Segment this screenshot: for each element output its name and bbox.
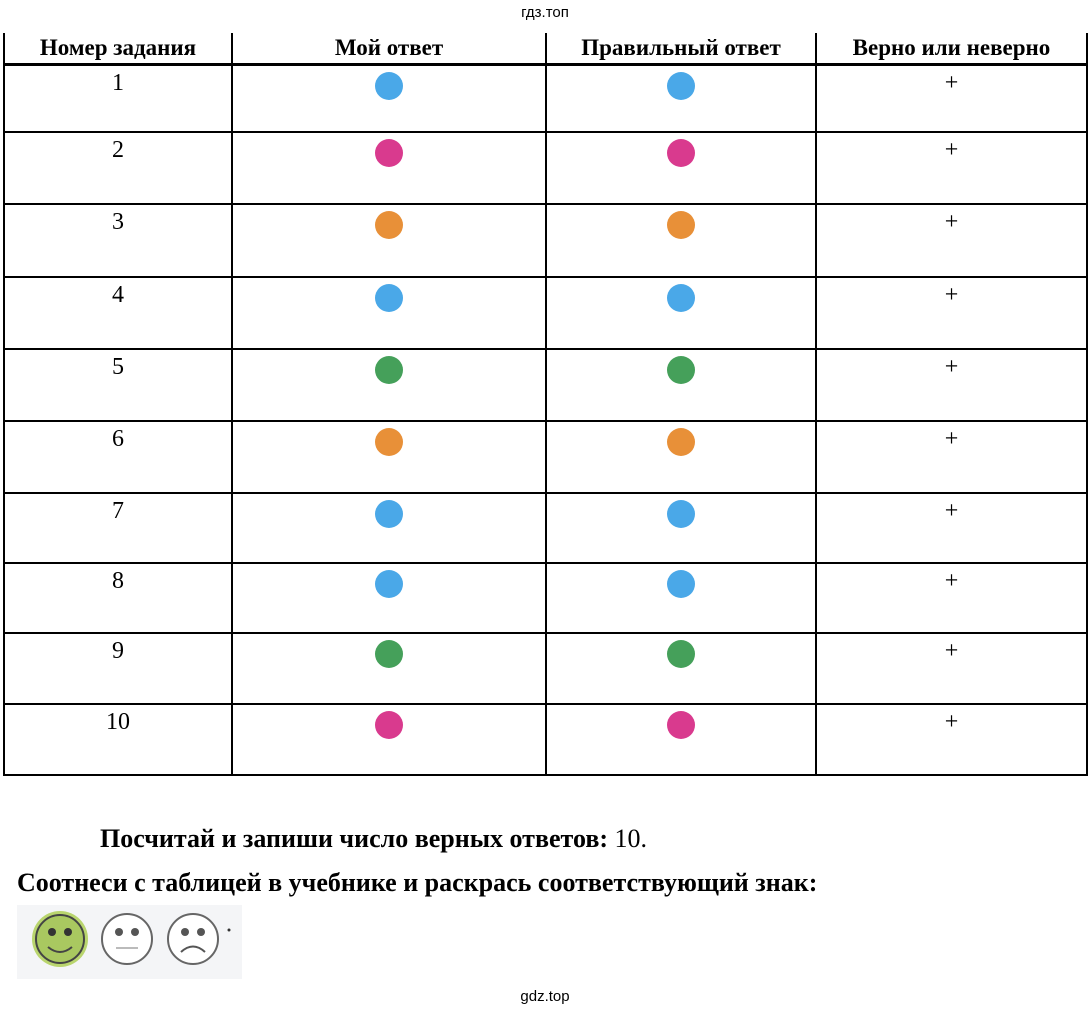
result-mark: + bbox=[815, 491, 1088, 564]
correct-answer-dot bbox=[667, 710, 695, 739]
header-task-number: Номер задания bbox=[3, 33, 233, 66]
correct-answer-dot bbox=[667, 427, 695, 456]
my-answer-cell bbox=[231, 275, 547, 350]
task-number: 9 bbox=[3, 631, 233, 705]
correct-answer-dot bbox=[667, 639, 695, 668]
correct-answer-dot bbox=[667, 283, 695, 312]
table-row: 2 + bbox=[3, 130, 1088, 205]
my-answer-dot bbox=[375, 710, 403, 739]
my-answer-cell bbox=[231, 491, 547, 564]
header-my-answer: Мой ответ bbox=[231, 33, 547, 66]
correct-answer-dot bbox=[667, 355, 695, 384]
correct-answer-cell bbox=[545, 275, 817, 350]
result-mark: + bbox=[815, 130, 1088, 205]
correct-answer-cell bbox=[545, 63, 817, 133]
correct-answer-cell bbox=[545, 561, 817, 634]
table-row: 1 + bbox=[3, 63, 1088, 133]
my-answer-dot bbox=[375, 355, 403, 384]
watermark-top: гдз.топ bbox=[521, 4, 569, 21]
correct-answer-dot bbox=[667, 72, 695, 100]
result-mark: + bbox=[815, 561, 1088, 634]
my-answer-cell bbox=[231, 631, 547, 705]
sad-face-icon bbox=[167, 913, 231, 965]
table-row: 3 + bbox=[3, 202, 1088, 278]
task-number: 6 bbox=[3, 419, 233, 494]
correct-answer-dot bbox=[667, 138, 695, 167]
task-number: 3 bbox=[3, 202, 233, 278]
correct-answer-cell bbox=[545, 491, 817, 564]
correct-answer-dot bbox=[667, 210, 695, 239]
my-answer-cell bbox=[231, 130, 547, 205]
answers-table: Номер задания Мой ответ Правильный ответ… bbox=[3, 33, 1088, 776]
result-mark: + bbox=[815, 702, 1088, 776]
result-mark: + bbox=[815, 275, 1088, 350]
correct-answer-cell bbox=[545, 419, 817, 494]
my-answer-dot bbox=[375, 210, 403, 239]
result-mark: + bbox=[815, 631, 1088, 705]
correct-answer-cell bbox=[545, 702, 817, 776]
table-row: 8 + bbox=[3, 561, 1088, 634]
table-row: 5 + bbox=[3, 347, 1088, 422]
smile-face-icon bbox=[32, 911, 88, 967]
my-answer-cell bbox=[231, 202, 547, 278]
result-mark: + bbox=[815, 419, 1088, 494]
my-answer-cell bbox=[231, 347, 547, 422]
table-row: 7 + bbox=[3, 491, 1088, 564]
my-answer-cell bbox=[231, 63, 547, 133]
correct-answer-cell bbox=[545, 631, 817, 705]
my-answer-dot bbox=[375, 138, 403, 167]
my-answer-dot bbox=[375, 569, 403, 598]
result-mark: + bbox=[815, 202, 1088, 278]
result-mark: + bbox=[815, 347, 1088, 422]
table-row: 10 + bbox=[3, 702, 1088, 776]
faces-image bbox=[17, 905, 242, 979]
watermark-bottom: gdz.top bbox=[520, 988, 570, 1005]
my-answer-dot bbox=[375, 427, 403, 456]
instruction: Соотнеси с таблицей в учебнике и раскрас… bbox=[17, 868, 818, 897]
task-number: 2 bbox=[3, 130, 233, 205]
correct-answer-cell bbox=[545, 130, 817, 205]
my-answer-dot bbox=[375, 499, 403, 528]
my-answer-cell bbox=[231, 702, 547, 776]
task-number: 4 bbox=[3, 275, 233, 350]
table-row: 6 + bbox=[3, 419, 1088, 494]
task-number: 5 bbox=[3, 347, 233, 422]
table-row: 4 + bbox=[3, 275, 1088, 350]
my-answer-cell bbox=[231, 561, 547, 634]
correct-answer-dot bbox=[667, 569, 695, 598]
count-label: Посчитай и запиши число верных ответов: bbox=[100, 824, 609, 853]
task-number: 10 bbox=[3, 702, 233, 776]
correct-answer-dot bbox=[667, 499, 695, 528]
task-number: 8 bbox=[3, 561, 233, 634]
task-number: 7 bbox=[3, 491, 233, 564]
my-answer-cell bbox=[231, 419, 547, 494]
neutral-face-icon bbox=[101, 913, 153, 965]
correct-answer-cell bbox=[545, 347, 817, 422]
task-number: 1 bbox=[3, 63, 233, 133]
header-correct-answer: Правильный ответ bbox=[545, 33, 817, 66]
my-answer-dot bbox=[375, 639, 403, 668]
count-value: 10. bbox=[614, 824, 648, 853]
my-answer-dot bbox=[375, 72, 403, 100]
count-line: Посчитай и запиши число верных ответов: … bbox=[100, 824, 647, 854]
my-answer-dot bbox=[375, 283, 403, 312]
table-row: 9 + bbox=[3, 631, 1088, 705]
correct-answer-cell bbox=[545, 202, 817, 278]
header-right-or-wrong: Верно или неверно bbox=[815, 33, 1088, 66]
result-mark: + bbox=[815, 63, 1088, 133]
